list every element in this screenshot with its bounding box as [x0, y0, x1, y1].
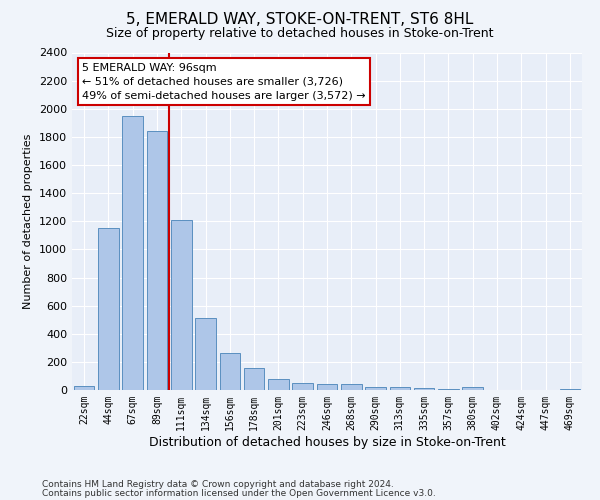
Bar [98, 228, 119, 390]
Bar [414, 388, 434, 390]
Text: Size of property relative to detached houses in Stoke-on-Trent: Size of property relative to detached ho… [106, 28, 494, 40]
Text: Contains public sector information licensed under the Open Government Licence v3: Contains public sector information licen… [42, 489, 436, 498]
Bar [365, 387, 386, 390]
X-axis label: Distribution of detached houses by size in Stoke-on-Trent: Distribution of detached houses by size … [149, 436, 505, 448]
Bar [268, 379, 289, 390]
Y-axis label: Number of detached properties: Number of detached properties [23, 134, 34, 309]
Bar [122, 116, 143, 390]
Bar [146, 131, 167, 390]
Bar [292, 383, 313, 390]
Bar [220, 352, 240, 390]
Bar [74, 386, 94, 390]
Bar [389, 387, 410, 390]
Text: 5 EMERALD WAY: 96sqm
← 51% of detached houses are smaller (3,726)
49% of semi-de: 5 EMERALD WAY: 96sqm ← 51% of detached h… [82, 62, 366, 100]
Bar [317, 384, 337, 390]
Text: Contains HM Land Registry data © Crown copyright and database right 2024.: Contains HM Land Registry data © Crown c… [42, 480, 394, 489]
Bar [195, 318, 216, 390]
Text: 5, EMERALD WAY, STOKE-ON-TRENT, ST6 8HL: 5, EMERALD WAY, STOKE-ON-TRENT, ST6 8HL [127, 12, 473, 28]
Bar [463, 387, 483, 390]
Bar [171, 220, 191, 390]
Bar [244, 368, 265, 390]
Bar [341, 384, 362, 390]
